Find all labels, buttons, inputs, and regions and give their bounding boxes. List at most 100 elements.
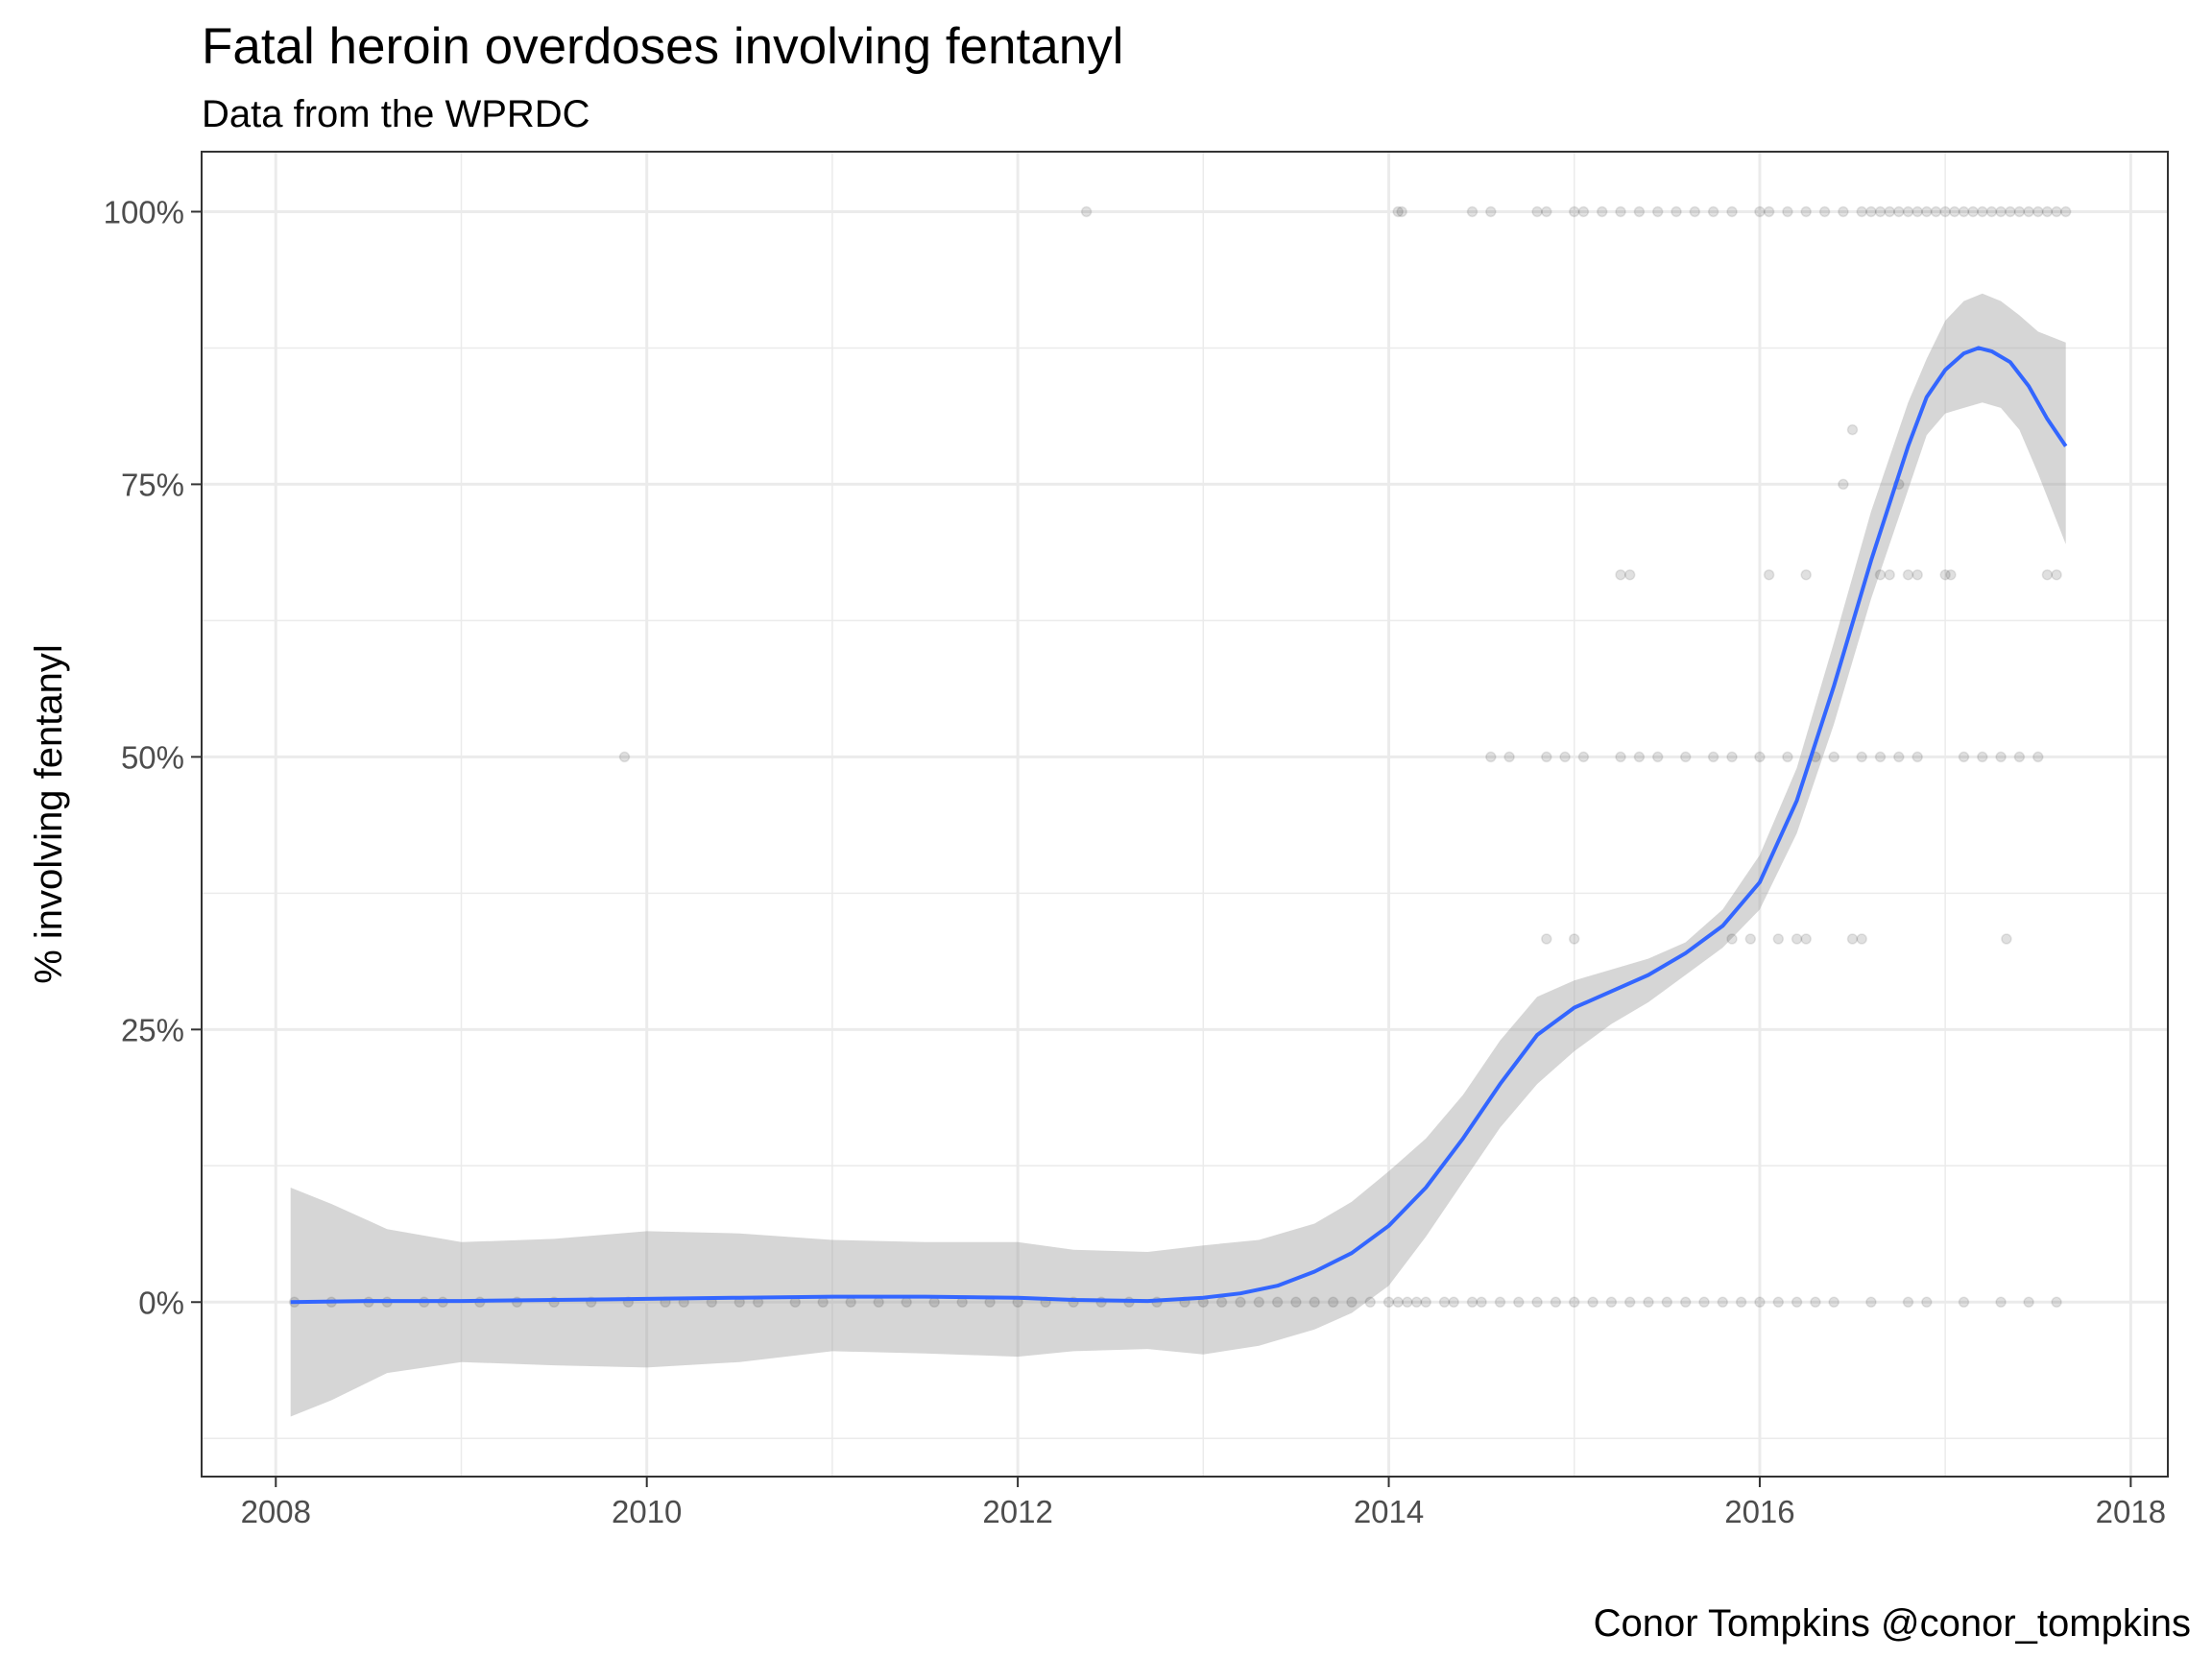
data-point xyxy=(1958,1296,1970,1309)
data-point xyxy=(1893,751,1905,763)
data-point xyxy=(1080,205,1093,218)
y-tick-label: 100% xyxy=(104,194,184,229)
data-point xyxy=(1735,1296,1747,1309)
data-point xyxy=(2059,205,2072,218)
data-point xyxy=(1605,1296,1618,1309)
data-point xyxy=(2013,751,2026,763)
confidence-ribbon-area xyxy=(290,293,2066,1417)
data-point xyxy=(1838,205,1849,218)
data-point xyxy=(1856,751,1867,763)
data-point xyxy=(1633,751,1646,763)
data-point xyxy=(1754,751,1766,763)
chart-subtitle: Data from the WPRDC xyxy=(202,93,590,135)
x-tick-label: 2014 xyxy=(1354,1494,1424,1529)
x-tick-label: 2012 xyxy=(982,1494,1052,1529)
data-point xyxy=(1911,568,1923,581)
data-point xyxy=(1754,205,1766,218)
y-tick-label: 0% xyxy=(138,1285,184,1320)
data-point xyxy=(1623,568,1636,581)
data-point xyxy=(1633,205,1646,218)
data-point xyxy=(901,1296,912,1309)
minor-gridlines xyxy=(202,152,2168,1477)
data-point xyxy=(1623,1296,1636,1309)
data-point xyxy=(1466,1296,1479,1309)
data-point xyxy=(1651,751,1664,763)
data-point xyxy=(1726,933,1738,945)
data-point xyxy=(1382,1296,1395,1309)
panel-border xyxy=(201,151,2169,1478)
panel-background xyxy=(202,152,2168,1477)
data-point xyxy=(1513,1296,1525,1309)
data-point xyxy=(2005,205,2016,218)
data-point xyxy=(1531,1296,1543,1309)
data-point xyxy=(1707,751,1719,763)
data-point xyxy=(2023,1296,2034,1309)
data-point xyxy=(1503,751,1515,763)
data-point xyxy=(1485,751,1497,763)
data-point xyxy=(1541,205,1552,218)
data-point xyxy=(1884,568,1895,581)
data-point xyxy=(1541,933,1552,945)
data-point xyxy=(1615,205,1626,218)
data-point xyxy=(1791,1296,1803,1309)
data-point xyxy=(1865,205,1877,218)
data-point xyxy=(1568,205,1580,218)
data-point xyxy=(1420,1296,1431,1309)
x-tick-label: 2016 xyxy=(1724,1494,1794,1529)
data-point xyxy=(1577,205,1590,218)
data-point xyxy=(1818,205,1831,218)
data-point xyxy=(2041,568,2054,581)
data-point xyxy=(618,751,631,763)
data-point xyxy=(1698,1296,1710,1309)
data-point xyxy=(1874,751,1887,763)
data-point xyxy=(1838,478,1849,491)
data-point xyxy=(1856,205,1867,218)
data-point xyxy=(1772,933,1785,945)
data-point xyxy=(1707,205,1719,218)
data-point xyxy=(1977,205,1988,218)
plot-panel xyxy=(201,151,2169,1478)
data-point xyxy=(2032,205,2044,218)
data-point xyxy=(1828,1296,1839,1309)
data-point xyxy=(1939,568,1951,581)
data-point xyxy=(1290,1296,1302,1309)
data-point xyxy=(1791,933,1803,945)
data-point xyxy=(1874,205,1887,218)
x-tick-label: 2018 xyxy=(2096,1494,2166,1529)
data-point xyxy=(1215,1296,1228,1309)
data-point xyxy=(1939,205,1951,218)
data-point xyxy=(1782,751,1793,763)
data-point xyxy=(1410,1296,1423,1309)
data-point xyxy=(1902,1296,1914,1309)
data-point xyxy=(1596,205,1608,218)
data-point xyxy=(1438,1296,1451,1309)
data-point xyxy=(1800,568,1812,581)
chart-title: Fatal heroin overdoses involving fentany… xyxy=(202,18,1123,75)
data-point xyxy=(1949,205,1960,218)
data-point xyxy=(1587,1296,1599,1309)
data-point xyxy=(2023,205,2034,218)
data-point xyxy=(2032,751,2044,763)
data-point xyxy=(1392,205,1404,218)
data-point xyxy=(817,1296,829,1309)
data-point xyxy=(845,1296,856,1309)
data-point xyxy=(1402,1296,1413,1309)
data-point xyxy=(1671,205,1682,218)
data-point xyxy=(1921,1296,1933,1309)
data-point xyxy=(1754,1296,1766,1309)
data-point xyxy=(1763,568,1775,581)
data-point xyxy=(1651,205,1664,218)
data-point xyxy=(1485,205,1497,218)
chart-caption: Conor Tompkins @conor_tompkins xyxy=(1594,1602,2191,1645)
data-point xyxy=(928,1296,940,1309)
data-point xyxy=(1689,205,1701,218)
data-point xyxy=(1995,1296,2007,1309)
data-point xyxy=(1568,933,1580,945)
data-point xyxy=(1661,1296,1673,1309)
data-point xyxy=(1643,1296,1654,1309)
data-point xyxy=(1874,568,1887,581)
data-point xyxy=(1958,751,1970,763)
data-point xyxy=(1828,751,1839,763)
data-point xyxy=(2051,205,2062,218)
